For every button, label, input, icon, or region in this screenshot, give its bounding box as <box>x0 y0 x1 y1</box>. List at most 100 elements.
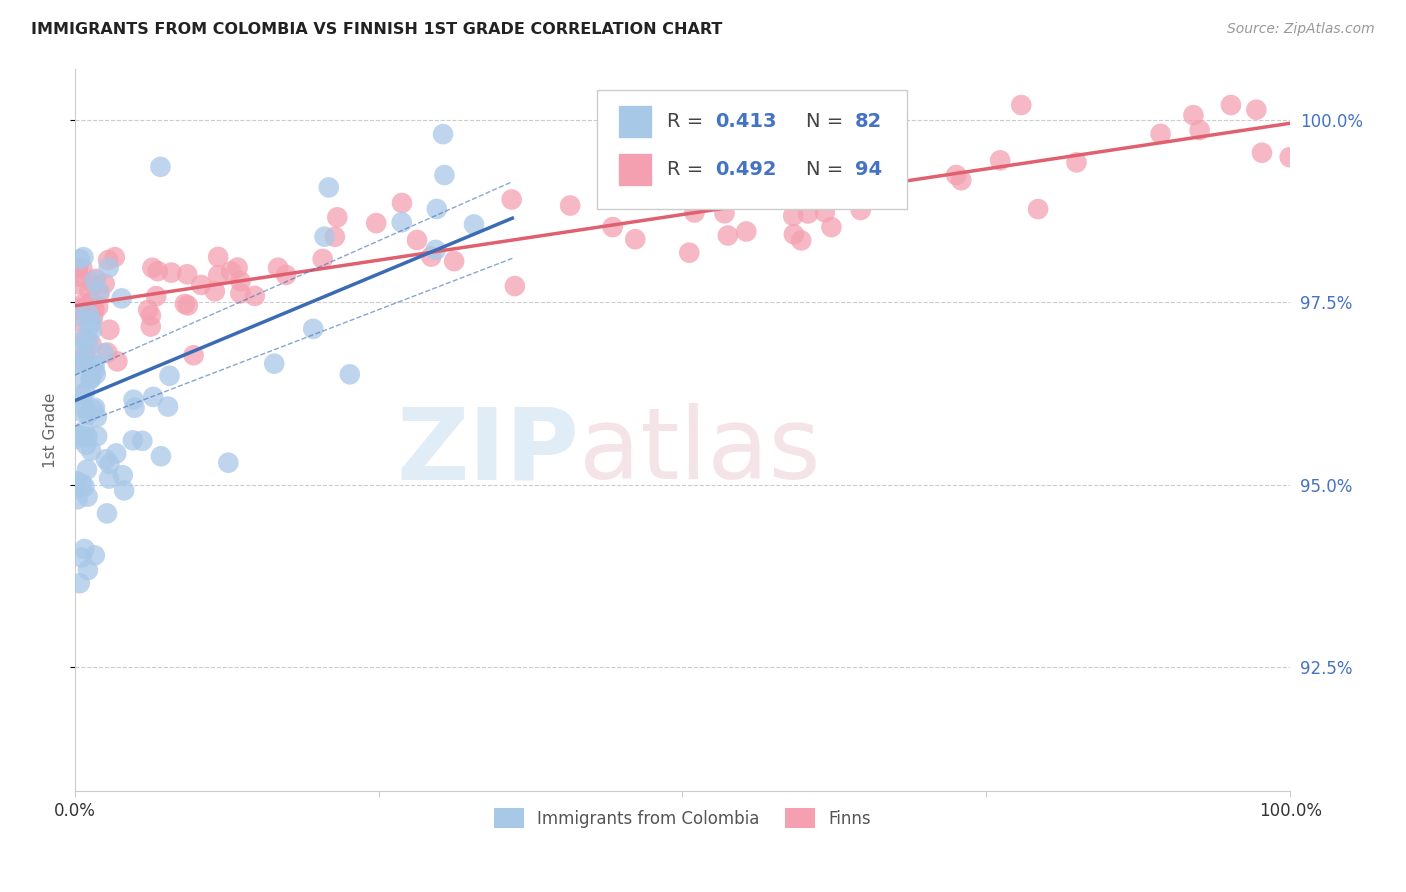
Point <box>80 314 103 328</box>
Point <box>314 229 336 244</box>
Point <box>76 462 98 476</box>
Point <box>69 428 91 442</box>
Point <box>82 300 104 314</box>
Point <box>1188 123 1211 137</box>
Point <box>149 160 172 174</box>
Point <box>391 215 413 229</box>
Point <box>72 349 94 363</box>
Point <box>104 250 127 264</box>
Point <box>75 338 97 352</box>
Point <box>1149 127 1171 141</box>
Point <box>98 323 121 337</box>
Point <box>1246 103 1268 117</box>
Point <box>94 452 117 467</box>
Point <box>67 357 90 371</box>
Point <box>72 261 94 276</box>
Point <box>84 368 107 382</box>
Point <box>136 302 159 317</box>
Point <box>112 483 135 498</box>
Point <box>66 492 89 507</box>
Point <box>274 268 297 282</box>
Point <box>820 220 842 235</box>
Point <box>96 507 118 521</box>
Point <box>82 277 104 292</box>
Point <box>93 277 115 291</box>
Point <box>105 354 128 368</box>
Point <box>70 353 93 368</box>
Point <box>425 243 447 257</box>
Point <box>89 286 111 301</box>
Point <box>1219 98 1241 112</box>
Point <box>146 264 169 278</box>
Text: R =: R = <box>666 112 709 131</box>
FancyBboxPatch shape <box>619 153 652 186</box>
Point <box>149 449 172 463</box>
Point <box>86 409 108 424</box>
Point <box>77 307 100 321</box>
Point <box>67 260 90 275</box>
Point <box>849 202 872 217</box>
Point <box>79 284 101 298</box>
Point <box>176 268 198 282</box>
Point <box>83 364 105 378</box>
Point <box>77 563 100 577</box>
Point <box>80 337 103 351</box>
Text: ZIP: ZIP <box>396 403 579 500</box>
Point <box>75 349 97 363</box>
Text: Source: ZipAtlas.com: Source: ZipAtlas.com <box>1227 22 1375 37</box>
Point <box>988 153 1011 168</box>
Point <box>76 408 98 422</box>
Y-axis label: 1st Grade: 1st Grade <box>44 392 58 467</box>
Point <box>159 368 181 383</box>
Point <box>761 154 783 169</box>
Point <box>339 368 361 382</box>
Text: R =: R = <box>666 161 709 179</box>
Point <box>263 357 285 371</box>
Point <box>65 475 87 490</box>
Point <box>219 264 242 278</box>
Point <box>70 550 93 565</box>
Point <box>124 401 146 415</box>
Point <box>602 220 624 235</box>
Point <box>1182 108 1205 122</box>
Point <box>141 260 163 275</box>
Point <box>366 216 388 230</box>
Point <box>83 402 105 417</box>
Point <box>463 218 485 232</box>
Point <box>65 474 87 488</box>
Point <box>83 302 105 317</box>
Point <box>82 310 104 324</box>
Point <box>70 388 93 402</box>
Point <box>86 429 108 443</box>
Point <box>758 177 780 191</box>
Point <box>97 253 120 268</box>
Text: 82: 82 <box>855 112 883 131</box>
Point <box>783 227 806 242</box>
Text: IMMIGRANTS FROM COLOMBIA VS FINNISH 1ST GRADE CORRELATION CHART: IMMIGRANTS FROM COLOMBIA VS FINNISH 1ST … <box>31 22 723 37</box>
Point <box>735 225 758 239</box>
Point <box>160 266 183 280</box>
Point <box>93 346 115 360</box>
Point <box>83 358 105 372</box>
Point <box>67 269 90 284</box>
Point <box>1278 150 1301 164</box>
Point <box>782 209 804 223</box>
Point <box>110 292 132 306</box>
Point <box>207 250 229 264</box>
FancyBboxPatch shape <box>619 105 652 137</box>
Point <box>73 542 96 557</box>
Point <box>70 370 93 384</box>
Point <box>111 468 134 483</box>
Point <box>75 384 97 399</box>
Point <box>302 322 325 336</box>
Legend: Immigrants from Colombia, Finns: Immigrants from Colombia, Finns <box>488 801 877 835</box>
Point <box>717 228 740 243</box>
Point <box>1066 155 1088 169</box>
Point <box>73 354 96 368</box>
Point <box>678 245 700 260</box>
Point <box>65 309 87 323</box>
Point <box>69 301 91 315</box>
Point <box>72 250 94 264</box>
Point <box>77 333 100 347</box>
Point <box>69 429 91 443</box>
